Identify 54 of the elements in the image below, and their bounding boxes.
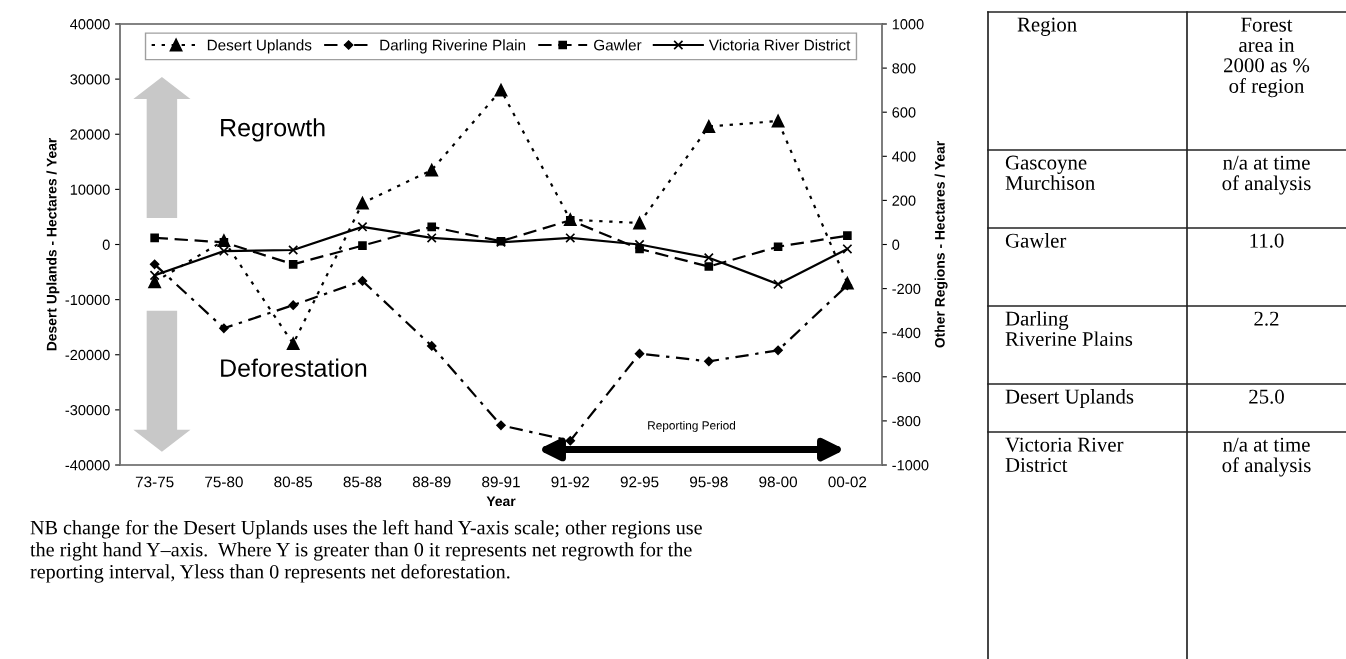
legend-label: Victoria River District	[708, 39, 851, 51]
text: Victoria River District	[1005, 437, 1124, 472]
x-tick-label: 91-92	[551, 476, 590, 488]
text: Region	[1017, 17, 1077, 36]
y2-tick-label: 600	[892, 107, 916, 118]
x-tick-label: 80-85	[274, 476, 313, 488]
y2-tick-label: -400	[892, 327, 921, 339]
text: Darling Riverine Plains	[1005, 311, 1133, 347]
y-tick-label: 20000	[70, 129, 110, 140]
y-tick-label: 0	[102, 239, 110, 250]
y-tick-label: 30000	[70, 74, 110, 85]
y2-axis-title: Other Regions - Hectares / Year	[934, 141, 948, 348]
text: Gascoyne Murchison	[1005, 155, 1095, 190]
y-tick-label: -40000	[65, 460, 110, 471]
text: Gawler	[1005, 233, 1067, 248]
x-tick-label: 88-89	[412, 476, 451, 488]
y-axis-title: Desert Uplands - Hectares / Year	[46, 137, 60, 351]
y2-tick-label: 0	[892, 239, 900, 250]
text: n/a at time of analysis	[1222, 437, 1311, 477]
text: 25.0	[1249, 389, 1284, 404]
text: Forest area in 2000 as % of region	[1224, 17, 1310, 98]
y-tick-label: -30000	[65, 404, 110, 416]
text: 2.2	[1254, 311, 1279, 326]
x-axis-title: Year	[486, 496, 516, 507]
legend-label: Darling Riverine Plain	[380, 39, 526, 54]
y2-tick-label: 400	[892, 151, 916, 162]
x-tick-label: 75-80	[205, 476, 243, 488]
text: Desert Uplands	[1005, 389, 1134, 408]
y2-tick-label: -1000	[892, 460, 929, 471]
x-tick-label: 85-88	[343, 476, 382, 488]
x-tick-label: 95-98	[690, 476, 728, 488]
y-tick-label: 40000	[70, 19, 110, 30]
x-tick-label: 89-91	[482, 476, 520, 488]
x-tick-label: 00-02	[828, 476, 867, 488]
legend-label: Desert Uplands	[207, 39, 312, 54]
text: 11.0	[1250, 233, 1284, 248]
y2-tick-label: 1000	[892, 19, 924, 30]
x-tick-label: 73-75	[135, 476, 174, 488]
y2-tick-label: -600	[892, 371, 921, 383]
y-tick-label: -20000	[65, 349, 110, 361]
annotation: Deforestation	[221, 358, 367, 377]
x-tick-label: 92-95	[620, 476, 659, 488]
x-tick-label: 98-00	[759, 476, 798, 488]
y2-tick-label: 200	[892, 195, 916, 206]
y2-tick-label: 800	[892, 63, 916, 74]
y-tick-label: -10000	[65, 294, 110, 306]
text: NB change for the Desert Uplands uses the left hand Y-axis scale; other regions use the right hand Y–axis. Where Y is greater than 0 it represents net regrowth for the reporting interval, Yless than 0 represents net deforestation.	[30, 520, 702, 583]
y-tick-label: 10000	[70, 184, 110, 195]
annotation: Regrowth	[221, 118, 325, 142]
text: n/a at time of analysis	[1222, 155, 1311, 195]
y2-tick-label: -800	[892, 416, 921, 427]
annotation: Reporting Period	[648, 420, 736, 432]
y2-tick-label: -200	[892, 283, 921, 295]
legend-label: Gawler	[594, 39, 642, 51]
